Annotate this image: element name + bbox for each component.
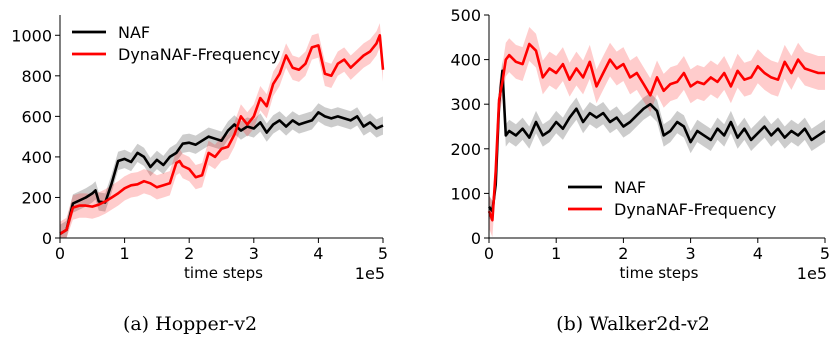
x-tick-label: 2 xyxy=(618,244,628,263)
y-tick-label: 600 xyxy=(21,107,52,126)
x-tick-label: 4 xyxy=(313,244,323,263)
x-tick-label: 1 xyxy=(120,244,130,263)
band-dynanaf xyxy=(489,27,825,238)
caption: (b) Walker2d-v2 xyxy=(556,313,710,335)
x-scale-label: 1e5 xyxy=(797,264,827,283)
y-tick-label: 0 xyxy=(471,229,481,248)
series-line-naf xyxy=(487,69,826,213)
y-tick-label: 400 xyxy=(21,148,52,167)
legend-label-naf: NAF xyxy=(614,178,646,197)
y-tick-label: 100 xyxy=(450,184,481,203)
y-tick-label: 200 xyxy=(450,140,481,159)
x-tick-label: 3 xyxy=(249,244,259,263)
y-tick-label: 1000 xyxy=(11,26,52,45)
x-tick-label: 2 xyxy=(184,244,194,263)
y-tick-label: 0 xyxy=(42,229,52,248)
x-tick-label: 0 xyxy=(55,244,65,263)
x-tick-label: 4 xyxy=(753,244,763,263)
series-line-naf xyxy=(59,111,384,236)
x-tick-label: 3 xyxy=(686,244,696,263)
x-tick-label: 0 xyxy=(484,244,494,263)
panel-hopper: 0 1 2 3 4 5 0 200 400 600 800 1000 time steps 1e5 NAF D… xyxy=(11,15,388,335)
band-naf xyxy=(60,103,383,238)
legend-label-dynanaf: DynaNAF-Frequency xyxy=(118,45,280,64)
x-axis-label: time steps xyxy=(620,264,699,282)
x-tick-label: 5 xyxy=(820,244,830,263)
series-line-dynanaf xyxy=(487,42,825,222)
y-tick-label: 500 xyxy=(450,6,481,25)
band-dynanaf xyxy=(60,23,383,238)
legend-label-naf: NAF xyxy=(118,23,150,42)
band-naf xyxy=(489,59,825,223)
series-line-dynanaf xyxy=(59,33,385,236)
x-scale-label: 1e5 xyxy=(355,264,385,283)
legend-label-dynanaf: DynaNAF-Frequency xyxy=(614,200,776,219)
y-tick-label: 400 xyxy=(450,51,481,70)
caption: (a) Hopper-v2 xyxy=(123,313,257,335)
y-tick-label: 300 xyxy=(450,95,481,114)
x-tick-label: 1 xyxy=(551,244,561,263)
y-tick-label: 800 xyxy=(21,67,52,86)
x-tick-label: 5 xyxy=(378,244,388,263)
panel-walker2d: 0 1 2 3 4 5 0 100 200 300 400 500 time steps 1e5 NAF Dy… xyxy=(450,6,830,335)
x-axis-label: time steps xyxy=(184,264,263,282)
y-tick-label: 200 xyxy=(21,188,52,207)
